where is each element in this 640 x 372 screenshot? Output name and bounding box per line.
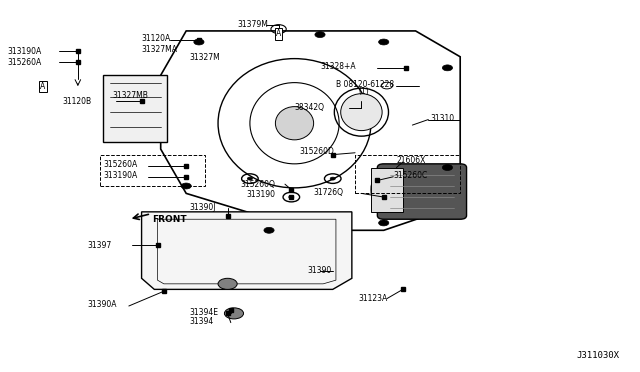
Text: 313190A: 313190A [103,171,138,180]
Circle shape [379,39,389,45]
Circle shape [442,65,452,71]
Ellipse shape [371,173,390,206]
Text: 38342Q: 38342Q [294,103,324,112]
Text: 31390J: 31390J [189,202,216,212]
Circle shape [442,164,452,170]
Text: (1): (1) [358,87,369,96]
Bar [371,167,403,212]
Text: 31394: 31394 [189,317,214,326]
Polygon shape [141,212,352,289]
Text: FRONT: FRONT [152,215,187,224]
Text: 315260C: 315260C [394,171,428,180]
Ellipse shape [275,107,314,140]
Text: 31123A: 31123A [358,294,387,303]
Text: 31379M: 31379M [237,20,268,29]
Text: 21606X: 21606X [396,156,426,166]
Text: 313190A: 313190A [8,47,42,56]
Text: 31726Q: 31726Q [314,188,344,197]
Circle shape [289,196,294,199]
Text: A: A [40,82,45,91]
Text: 315260A: 315260A [8,58,42,67]
Circle shape [379,220,389,226]
Polygon shape [103,75,167,142]
FancyBboxPatch shape [378,164,467,219]
Circle shape [194,39,204,45]
Circle shape [330,177,335,180]
Ellipse shape [340,94,382,131]
Text: 31327M: 31327M [189,53,220,62]
Text: 31310: 31310 [430,114,454,123]
Text: A: A [276,29,281,38]
Text: 31394E: 31394E [189,308,218,317]
Text: 31390: 31390 [307,266,332,275]
Circle shape [218,278,237,289]
Text: 31327MA: 31327MA [141,45,177,54]
Text: J311030X: J311030X [577,350,620,359]
Text: 315260Q: 315260Q [241,180,275,189]
Circle shape [247,177,252,180]
Circle shape [181,183,191,189]
Circle shape [225,308,244,319]
Text: 315260D: 315260D [300,147,335,156]
Text: 31327MB: 31327MB [113,91,148,100]
Text: 31390A: 31390A [88,300,117,310]
Text: 31397: 31397 [88,241,111,250]
Text: 315260A: 315260A [103,160,138,169]
Text: B 08120-61228: B 08120-61228 [336,80,394,89]
Text: 313190: 313190 [246,190,276,199]
Text: 31120A: 31120A [141,34,171,43]
Circle shape [315,32,325,38]
Text: 31328+A: 31328+A [320,61,356,71]
Text: 31120B: 31120B [62,97,91,106]
Circle shape [264,227,274,233]
